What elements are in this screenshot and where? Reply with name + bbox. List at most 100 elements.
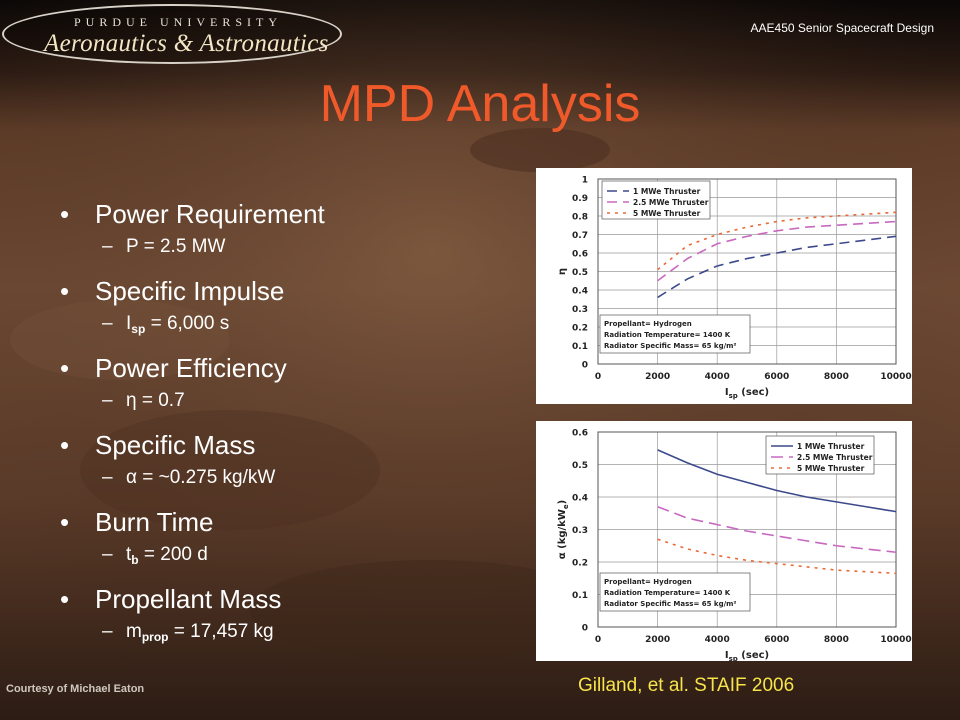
y-tick-label: 0.8 (572, 213, 588, 223)
y-tick-label: 1 (582, 176, 588, 186)
isp-subscript: sp (131, 322, 146, 336)
legend-box (765, 435, 875, 475)
x-axis-label-unit: (sec) (738, 387, 769, 398)
bullet-label: Power Efficiency (95, 353, 287, 383)
series-line-3 (657, 538, 897, 575)
plot-frame (597, 178, 897, 365)
x-axis-label: Isp (sec) (725, 387, 769, 400)
x-tick-label: 2000 (645, 635, 670, 645)
sub-value: η = 0.7 (126, 390, 185, 411)
y-tick-label: 0.3 (572, 526, 588, 536)
x-tick-label: 8000 (824, 635, 849, 645)
bullet-label: Specific Mass (95, 430, 256, 460)
y-tick-label: 0.1 (572, 591, 588, 601)
bullet-dot: • (60, 507, 70, 537)
image-credit: Courtesy of Michael Eaton (6, 683, 145, 695)
x-tick-label: 4000 (705, 635, 730, 645)
sub-power-value: – P = 2.5 MW (60, 234, 325, 272)
legend-label: 2.5 MWe Thruster (633, 198, 709, 207)
y-axis-label-symbol: η (557, 268, 568, 275)
legend-label: 5 MWe Thruster (797, 464, 865, 473)
y-axis-label-subscript: e (562, 504, 570, 509)
x-tick-label: 4000 (705, 372, 730, 382)
note-line: Propellant= Hydrogen (604, 320, 692, 328)
sub-dash: – (102, 236, 113, 257)
prop-symbol: m (126, 621, 142, 642)
bullet-power-requirement: • Power Requirement (60, 195, 325, 234)
x-tick-label: 2000 (645, 372, 670, 382)
plot-frame (597, 431, 897, 628)
y-tick-label: 0.5 (572, 268, 588, 278)
sub-burn-value: – tb = 200 d (60, 542, 325, 580)
y-tick-label: 0.5 (572, 461, 588, 471)
bullet-dot: • (60, 430, 70, 460)
sub-mass-value: – α = ~0.275 kg/kW (60, 465, 325, 503)
bullet-dot: • (60, 353, 70, 383)
x-axis-label-symbol: I (725, 650, 729, 661)
note-box (599, 314, 751, 354)
bullet-label: Burn Time (95, 507, 214, 537)
x-tick-label: 10000 (880, 635, 911, 645)
y-axis-label: η (557, 268, 568, 275)
bullet-specific-mass: • Specific Mass (60, 426, 325, 465)
y-axis-label-symbol: α (kg/kW (557, 509, 568, 559)
logo-department-name: Aeronautics & Astronautics (44, 30, 329, 57)
x-tick-label: 6000 (764, 635, 789, 645)
y-tick-label: 0.7 (572, 231, 588, 241)
y-tick-label: 0.6 (572, 250, 588, 260)
bullet-specific-impulse: • Specific Impulse (60, 272, 325, 311)
sub-value: = 17,457 kg (168, 621, 274, 642)
sub-dash: – (102, 544, 113, 565)
efficiency-chart-svg: 0 0.1 0.2 0.3 0.4 0.5 0.6 0.7 0.8 0.9 1 0 2000 4000 60… (557, 176, 912, 401)
legend-label: 5 MWe Thruster (633, 209, 701, 218)
bullet-dot: • (60, 199, 70, 229)
bullet-dot: • (60, 584, 70, 614)
y-tick-label: 0.9 (572, 194, 588, 204)
sub-value: = 200 d (138, 544, 208, 565)
y-tick-label: 0.2 (572, 324, 588, 334)
legend-box (601, 180, 711, 220)
university-logo[interactable]: PURDUE UNIVERSITY Aeronautics & Astronau… (2, 4, 342, 64)
y-tick-label: 0.4 (572, 287, 588, 297)
sub-value: α = ~0.275 kg/kW (126, 467, 276, 488)
efficiency-chart: 0 0.1 0.2 0.3 0.4 0.5 0.6 0.7 0.8 0.9 1 0 2000 4000 60… (536, 168, 912, 404)
series-line-2 (657, 220, 897, 282)
specific-mass-chart: 0 0.1 0.2 0.3 0.4 0.5 0.6 0 2000 4000 6000 8000 1000… (536, 421, 912, 661)
x-tick-label: 0 (595, 372, 601, 382)
bullet-dot: • (60, 276, 70, 306)
x-tick-label: 0 (595, 635, 601, 645)
legend-label: 2.5 MWe Thruster (797, 453, 873, 462)
x-axis-label-symbol: I (725, 387, 729, 398)
sub-value: P = 2.5 MW (126, 236, 226, 257)
sub-isp-value: – Isp = 6,000 s (60, 311, 325, 349)
bullet-label: Specific Impulse (95, 276, 285, 306)
y-tick-label: 0.2 (572, 559, 588, 569)
y-axis-label: α (kg/kWe) (557, 500, 570, 559)
x-axis-label-unit: (sec) (738, 650, 769, 661)
y-tick-label: 0.3 (572, 305, 588, 315)
y-axis-label-end: ) (557, 500, 568, 505)
legend-label: 1 MWe Thruster (633, 187, 701, 196)
sub-value: = 6,000 s (145, 313, 230, 334)
course-label: AAE450 Senior Spacecraft Design (750, 21, 934, 35)
x-tick-label: 10000 (880, 372, 911, 382)
bullet-label: Power Requirement (95, 199, 325, 229)
x-axis-label-subscript: sp (729, 655, 738, 661)
sub-efficiency-value: – η = 0.7 (60, 388, 325, 426)
x-axis-label: Isp (sec) (725, 650, 769, 661)
sub-dash: – (102, 467, 113, 488)
prop-subscript: prop (141, 630, 169, 644)
logo-ellipse (2, 4, 342, 64)
note-line: Propellant= Hydrogen (604, 578, 692, 586)
bullet-list: • Power Requirement – P = 2.5 MW • Specific… (60, 195, 325, 657)
specific-mass-chart-svg: 0 0.1 0.2 0.3 0.4 0.5 0.6 0 2000 4000 6000 8000 1000… (557, 429, 912, 662)
series-line-3 (657, 211, 897, 271)
sub-dash: – (102, 313, 113, 334)
slide-title: MPD Analysis (319, 75, 641, 133)
y-tick-label: 0.4 (572, 494, 588, 504)
series-line-2 (657, 506, 897, 554)
sub-dash: – (102, 621, 113, 642)
burn-subscript: b (131, 553, 139, 567)
bullet-power-efficiency: • Power Efficiency (60, 349, 325, 388)
citation-caption: Gilland, et al. STAIF 2006 (578, 675, 795, 696)
